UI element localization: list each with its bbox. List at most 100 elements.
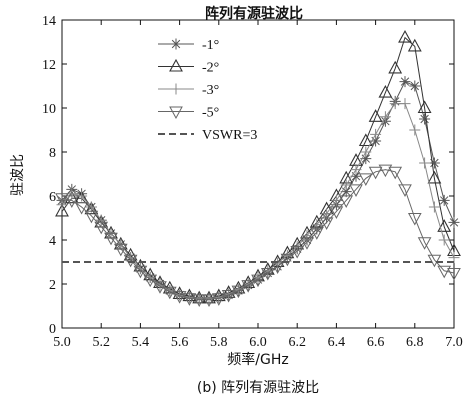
data-point — [74, 202, 89, 215]
data-point — [94, 221, 109, 235]
legend-label: -1° — [202, 38, 219, 53]
data-point — [427, 254, 442, 268]
data-point — [350, 164, 362, 176]
data-point — [409, 80, 421, 92]
data-point — [398, 184, 412, 197]
data-point — [162, 286, 177, 300]
x-tick-label: 5.2 — [92, 335, 110, 350]
data-point — [241, 280, 256, 293]
data-point — [360, 153, 372, 165]
data-point — [358, 133, 373, 147]
series-3 — [55, 164, 461, 307]
data-point — [330, 194, 342, 206]
data-point — [427, 170, 442, 184]
x-tick-label: 5.8 — [210, 335, 228, 350]
data-point — [417, 237, 432, 250]
x-tick-label: 5.6 — [171, 335, 189, 350]
data-point — [85, 201, 97, 213]
data-point — [378, 84, 393, 98]
x-axis-ticks: 5.0 5.2 5.4 5.6 5.8 6.0 6.2 6.4 6.6 6.8 7.0 — [53, 20, 463, 350]
data-point — [370, 128, 382, 140]
data-point — [399, 76, 411, 88]
legend-label: -5° — [202, 106, 219, 121]
data-point — [379, 111, 391, 123]
legend-item: -1° — [158, 38, 219, 53]
data-point — [104, 232, 118, 246]
y-axis-ticks: 0 2 4 6 8 10 12 14 — [42, 14, 454, 337]
data-point — [251, 274, 265, 288]
data-point — [144, 271, 156, 283]
data-point — [438, 194, 450, 206]
data-point — [407, 213, 422, 226]
chart-title: 阵列有源驻波比 — [205, 5, 303, 22]
data-point — [428, 201, 440, 213]
y-tick-label: 4 — [49, 234, 56, 249]
data-point — [349, 184, 363, 197]
data-point — [419, 157, 431, 169]
y-tick-label: 10 — [42, 102, 56, 117]
x-tick-label: 6.6 — [367, 335, 385, 350]
data-point — [437, 219, 452, 232]
data-point — [378, 164, 393, 178]
x-tick-label: 7.0 — [445, 335, 463, 350]
x-tick-label: 6.2 — [288, 335, 306, 350]
y-tick-label: 8 — [49, 146, 56, 161]
data-point — [368, 166, 383, 180]
data-point — [123, 254, 138, 268]
data-point — [358, 173, 373, 186]
x-tick-label: 6.0 — [249, 335, 267, 350]
data-point — [55, 203, 69, 217]
data-point — [231, 285, 246, 299]
legend-marker — [169, 106, 183, 120]
data-point — [84, 210, 99, 224]
data-point — [113, 243, 128, 257]
figure-caption: (b) 阵列有源驻波比 — [197, 380, 319, 396]
data-point — [398, 29, 412, 43]
data-point — [428, 157, 440, 169]
y-tick-label: 12 — [42, 58, 56, 73]
data-point — [221, 290, 236, 303]
y-tick-label: 14 — [42, 14, 56, 29]
legend-marker — [170, 83, 182, 95]
data-point — [448, 216, 460, 228]
data-point — [388, 60, 403, 74]
data-point — [370, 135, 382, 147]
data-point — [388, 166, 403, 180]
data-point — [340, 186, 352, 198]
data-point — [399, 98, 411, 110]
data-point — [409, 124, 421, 136]
data-point — [447, 268, 461, 281]
data-point — [438, 234, 450, 246]
y-tick-label: 0 — [49, 322, 56, 337]
data-point — [350, 170, 362, 182]
data-point — [290, 246, 305, 259]
legend-label: -2° — [202, 61, 219, 76]
x-tick-label: 6.4 — [328, 335, 346, 350]
series-layer — [55, 29, 461, 307]
data-point — [143, 274, 158, 288]
legend-item: -3° — [158, 83, 219, 98]
data-point — [300, 237, 314, 250]
data-point — [368, 109, 383, 122]
data-point — [301, 230, 313, 242]
x-axis-label: 频率/GHz — [227, 351, 288, 368]
data-point — [417, 100, 432, 114]
data-point — [133, 265, 148, 279]
legend-marker — [170, 38, 182, 50]
legend: -1° -2° -3° -5° VSWR=3 — [152, 32, 310, 147]
y-tick-label: 2 — [49, 278, 56, 293]
data-point — [329, 206, 344, 219]
data-point — [55, 193, 69, 206]
data-point — [407, 38, 422, 52]
data-point — [260, 268, 275, 281]
data-point — [192, 294, 207, 307]
data-point — [280, 253, 295, 267]
data-point — [153, 281, 167, 294]
data-point — [134, 263, 146, 275]
legend-label: -3° — [202, 83, 219, 98]
data-point — [389, 98, 401, 110]
x-tick-label: 5.0 — [53, 335, 71, 350]
legend-marker — [169, 58, 183, 72]
data-point — [437, 265, 452, 279]
